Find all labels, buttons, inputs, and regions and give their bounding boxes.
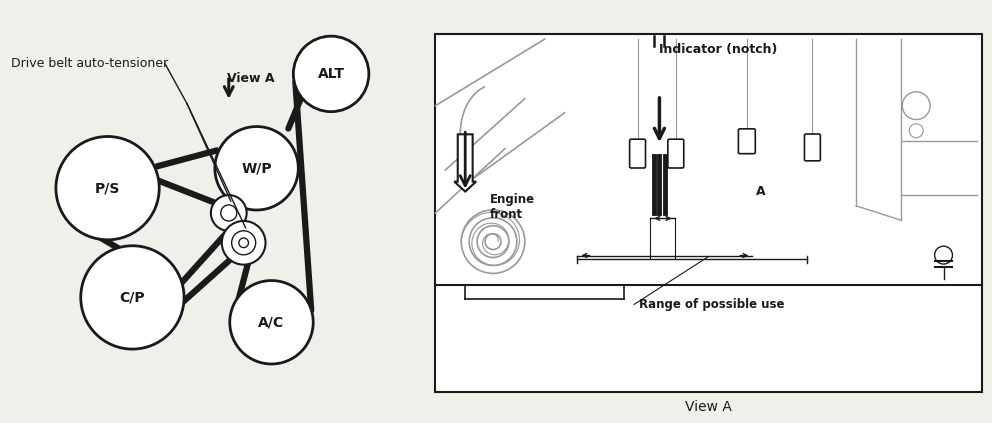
- Text: P/S: P/S: [95, 181, 120, 195]
- FancyBboxPatch shape: [668, 139, 683, 168]
- Circle shape: [934, 246, 952, 264]
- Circle shape: [211, 195, 247, 231]
- Text: Range of possible use: Range of possible use: [639, 298, 785, 311]
- Text: C/P: C/P: [120, 291, 145, 305]
- FancyArrow shape: [454, 135, 476, 192]
- Circle shape: [56, 137, 160, 240]
- Circle shape: [80, 246, 185, 349]
- Circle shape: [220, 205, 237, 221]
- Text: Indicator (notch): Indicator (notch): [660, 43, 778, 56]
- Text: View A: View A: [685, 400, 732, 414]
- Text: A: A: [756, 184, 766, 198]
- Circle shape: [239, 238, 248, 247]
- Circle shape: [910, 124, 924, 138]
- FancyBboxPatch shape: [805, 134, 820, 161]
- Bar: [435, 34, 982, 392]
- Text: View A: View A: [227, 72, 274, 85]
- FancyBboxPatch shape: [630, 139, 646, 168]
- Circle shape: [294, 36, 369, 112]
- Text: ALT: ALT: [317, 67, 344, 81]
- FancyBboxPatch shape: [738, 129, 755, 154]
- Text: Drive belt auto-tensioner: Drive belt auto-tensioner: [11, 58, 169, 71]
- Circle shape: [232, 231, 256, 255]
- Text: W/P: W/P: [241, 161, 272, 175]
- Text: A/C: A/C: [259, 315, 285, 329]
- Circle shape: [215, 126, 299, 210]
- Circle shape: [903, 92, 930, 120]
- Circle shape: [222, 221, 266, 265]
- Circle shape: [230, 280, 313, 364]
- Text: Engine: Engine: [490, 193, 535, 206]
- Text: front: front: [490, 208, 523, 221]
